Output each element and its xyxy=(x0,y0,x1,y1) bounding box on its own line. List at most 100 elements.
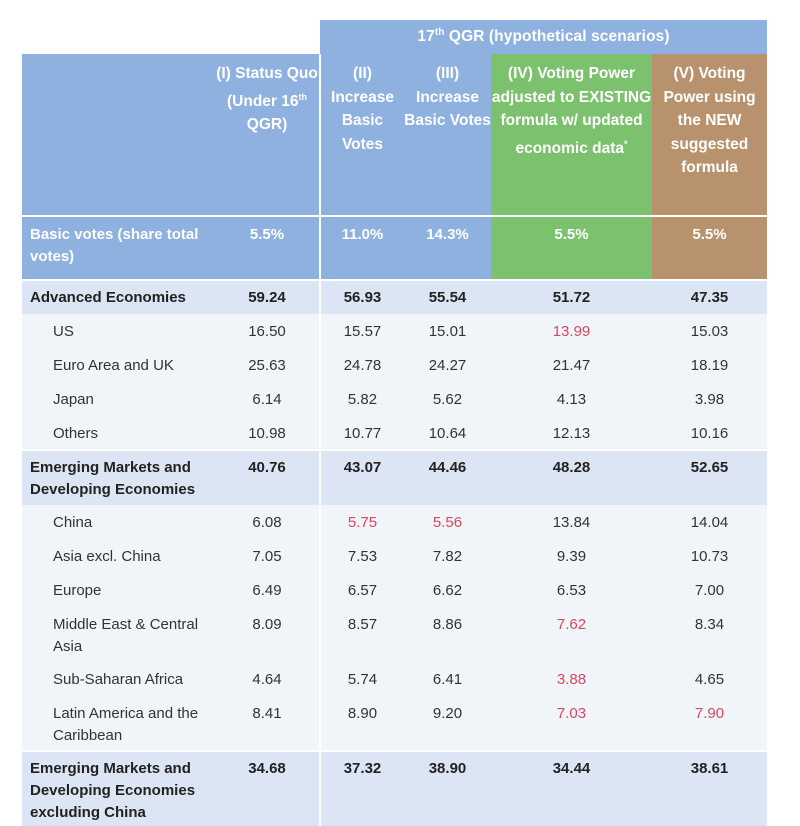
data-rows: Advanced Economies 59.24 56.93 55.54 51.72 47… xyxy=(22,279,768,826)
cell-value: 10.16 xyxy=(652,416,768,450)
cell-value: 34.44 xyxy=(491,750,652,826)
cell-value: 7.53 xyxy=(319,539,404,573)
table-row: Europe 6.49 6.57 6.62 6.53 7.00 xyxy=(22,573,768,607)
cell-value: 56.93 xyxy=(319,279,404,314)
cell-value: 5.56 xyxy=(404,505,491,539)
basic-votes-label: Basic votes (share total votes) xyxy=(22,215,215,280)
cell-value: 10.98 xyxy=(215,416,320,450)
cell-value: 13.99 xyxy=(491,314,652,348)
cell-value: 38.90 xyxy=(404,750,491,826)
cell-value: 43.07 xyxy=(319,449,404,505)
cell-value: 18.19 xyxy=(652,348,768,382)
cell-value: 9.20 xyxy=(404,696,491,751)
cell-value: 15.57 xyxy=(319,314,404,348)
cell-value: 59.24 xyxy=(215,279,320,314)
cell-value: 15.03 xyxy=(652,314,768,348)
cell-value: 3.98 xyxy=(652,382,768,416)
row-label: Advanced Economies xyxy=(22,279,215,314)
cell-value: 16.50 xyxy=(215,314,320,348)
cell-value: 7.05 xyxy=(215,539,320,573)
cell-value: 10.73 xyxy=(652,539,768,573)
table-row: Japan 6.14 5.82 5.62 4.13 3.98 xyxy=(22,382,768,416)
col-header-status-quo: (I) Status Quo (Under 16th QGR) xyxy=(215,54,320,216)
cell-value: 4.13 xyxy=(491,382,652,416)
cell-value: 40.76 xyxy=(215,449,320,505)
group-row: Advanced Economies 59.24 56.93 55.54 51.72 47… xyxy=(22,279,768,314)
cell-value: 5.75 xyxy=(319,505,404,539)
table-row: US 16.50 15.57 15.01 13.99 15.03 xyxy=(22,314,768,348)
column-header-row: (I) Status Quo (Under 16th QGR) (II) Inc… xyxy=(22,54,768,216)
cell-value: 8.86 xyxy=(404,607,491,662)
row-label: Middle East & Central Asia xyxy=(22,607,215,662)
cell-value: 8.90 xyxy=(319,696,404,751)
cell-value: 12.13 xyxy=(491,416,652,450)
cell-value: 6.49 xyxy=(215,573,320,607)
row-label: Emerging Markets and Developing Economie… xyxy=(22,750,215,826)
cell-value: 5.82 xyxy=(319,382,404,416)
cell-value: 3.88 xyxy=(491,662,652,696)
table-row: Latin America and the Caribbean 8.41 8.90 9… xyxy=(22,696,768,751)
basic-votes-value: 14.3% xyxy=(404,215,491,280)
cell-value: 15.01 xyxy=(404,314,491,348)
cell-value: 6.57 xyxy=(319,573,404,607)
row-label: Asia excl. China xyxy=(22,539,215,573)
cell-value: 44.46 xyxy=(404,449,491,505)
cell-value: 24.27 xyxy=(404,348,491,382)
cell-value: 6.62 xyxy=(404,573,491,607)
cell-value: 21.47 xyxy=(491,348,652,382)
cell-value: 52.65 xyxy=(652,449,768,505)
table-row: Asia excl. China 7.05 7.53 7.82 9.39 10.73 xyxy=(22,539,768,573)
cell-value: 4.65 xyxy=(652,662,768,696)
row-label: China xyxy=(22,505,215,539)
table-row: Sub-Saharan Africa 4.64 5.74 6.41 3.88 4.65 xyxy=(22,662,768,696)
cell-value: 7.03 xyxy=(491,696,652,751)
cell-value: 34.68 xyxy=(215,750,320,826)
cell-value: 4.64 xyxy=(215,662,320,696)
cell-value: 5.74 xyxy=(319,662,404,696)
cell-value: 8.57 xyxy=(319,607,404,662)
cell-value: 37.32 xyxy=(319,750,404,826)
super-header-row: 17th QGR (hypothetical scenarios) xyxy=(22,20,768,54)
row-label: Europe xyxy=(22,573,215,607)
cell-value: 48.28 xyxy=(491,449,652,505)
col-header-increase-basic-2: (II) Increase Basic Votes xyxy=(319,54,404,216)
cell-value: 24.78 xyxy=(319,348,404,382)
cell-value: 6.53 xyxy=(491,573,652,607)
group-row: Emerging Markets and Developing Economie… xyxy=(22,750,768,826)
basic-votes-value: 11.0% xyxy=(319,215,404,280)
col-header-new-formula: (V) Voting Power using the NEW suggested… xyxy=(652,54,768,216)
cell-value: 14.04 xyxy=(652,505,768,539)
row-label: Japan xyxy=(22,382,215,416)
cell-value: 6.08 xyxy=(215,505,320,539)
row-label: Latin America and the Caribbean xyxy=(22,696,215,751)
cell-value: 7.00 xyxy=(652,573,768,607)
cell-value: 10.64 xyxy=(404,416,491,450)
cell-value: 7.62 xyxy=(491,607,652,662)
cell-value: 6.14 xyxy=(215,382,320,416)
qgr-scenarios-header: 17th QGR (hypothetical scenarios) xyxy=(320,20,768,54)
row-label: Sub-Saharan Africa xyxy=(22,662,215,696)
row-label: US xyxy=(22,314,215,348)
basic-votes-value: 5.5% xyxy=(215,215,320,280)
cell-value: 13.84 xyxy=(491,505,652,539)
table-row: Euro Area and UK 25.63 24.78 24.27 21.47 18.1… xyxy=(22,348,768,382)
cell-value: 7.90 xyxy=(652,696,768,751)
cell-value: 8.34 xyxy=(652,607,768,662)
cell-value: 10.77 xyxy=(319,416,404,450)
cell-value: 38.61 xyxy=(652,750,768,826)
cell-value: 9.39 xyxy=(491,539,652,573)
cell-value: 6.41 xyxy=(404,662,491,696)
cell-value: 7.82 xyxy=(404,539,491,573)
cell-value: 25.63 xyxy=(215,348,320,382)
col-header-existing-formula: (IV) Voting Power adjusted to EXISTING f… xyxy=(491,54,652,216)
col-header-increase-basic-3: (III) Increase Basic Votes xyxy=(404,54,491,216)
basic-votes-value: 5.5% xyxy=(491,215,652,280)
cell-value: 8.41 xyxy=(215,696,320,751)
row-label: Euro Area and UK xyxy=(22,348,215,382)
cell-value: 51.72 xyxy=(491,279,652,314)
voting-power-table: 17th QGR (hypothetical scenarios) (I) St… xyxy=(22,20,768,826)
cell-value: 55.54 xyxy=(404,279,491,314)
basic-votes-value: 5.5% xyxy=(652,215,768,280)
table-row: China 6.08 5.75 5.56 13.84 14.04 xyxy=(22,505,768,539)
cell-value: 47.35 xyxy=(652,279,768,314)
